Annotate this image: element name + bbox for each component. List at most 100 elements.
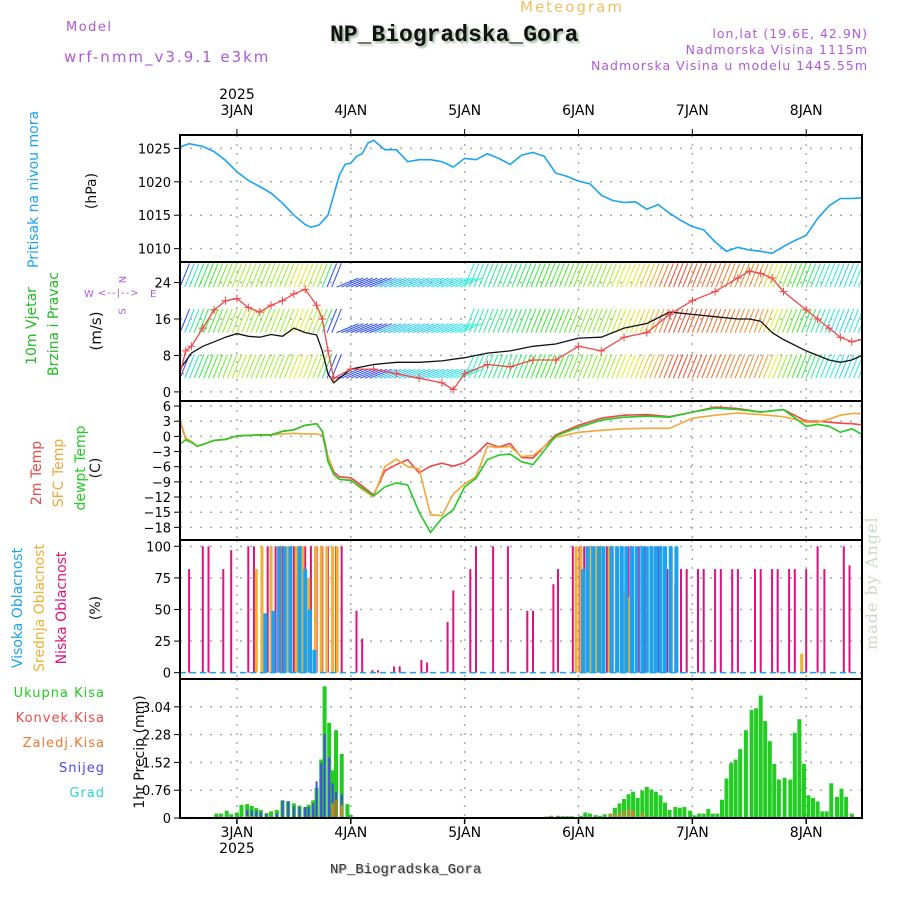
bar-cloud_high (597, 546, 601, 673)
bar-precip_total (677, 807, 682, 818)
plot-area-temperature (180, 406, 862, 534)
wind-arrow (772, 263, 784, 288)
wind-arrow (487, 354, 499, 379)
wind-arrow (857, 367, 862, 379)
wind-arrow (383, 323, 407, 334)
bar-precip_total (697, 813, 702, 818)
bar-cloud_low (222, 569, 225, 673)
bar-cloud_low (377, 670, 380, 673)
bar-precip_total (229, 814, 234, 818)
bar-cloud_high (640, 546, 645, 673)
y-tick-label: 0 (163, 386, 171, 401)
bar-precip_total (345, 804, 350, 818)
bar-precip_total (598, 815, 603, 818)
y-tick-label: −15 (144, 506, 171, 521)
bar-precip_frz (618, 812, 621, 818)
wind-arrow (615, 308, 627, 333)
gust-marker (506, 362, 515, 371)
bar-precip_frz (623, 810, 625, 818)
lonlat-info: lon,lat (19.6E, 42.9N) (712, 26, 868, 41)
wind-arrow (625, 308, 636, 333)
panel-precipitation: 0 0.76 1.52 2.28 3.04 (142, 678, 863, 827)
plot-area-pressure (180, 139, 862, 255)
wind-arrow (729, 263, 741, 288)
bar-snow (265, 813, 268, 818)
bar-precip_frz (613, 813, 616, 818)
wind-arrow (573, 354, 584, 379)
bar-cloud_low (776, 569, 779, 673)
wind-arrow (592, 263, 603, 288)
wind-arrow (687, 354, 698, 379)
bar-snow (298, 807, 301, 818)
wind-arrow (379, 277, 402, 288)
wind-arrow (630, 263, 641, 288)
wind-arrow (601, 263, 613, 288)
wind-arrow (417, 277, 440, 288)
wind-arrow (554, 354, 565, 379)
wind-arrow (426, 368, 449, 379)
bar-cloud_mid (628, 596, 632, 673)
bar-cloud_high (634, 546, 639, 673)
gust-marker (665, 310, 674, 319)
wind-arrow (625, 354, 636, 379)
wind-arrow (777, 308, 788, 333)
wind-arrow (544, 263, 556, 288)
bar-cloud_low (697, 569, 699, 673)
wind-arrow (729, 354, 741, 379)
gust-marker (460, 369, 469, 378)
wind-arrow (559, 308, 570, 333)
wind-arrow (829, 308, 840, 333)
wind-arrow (264, 354, 276, 379)
wind-arrow (364, 323, 388, 334)
wind-arrow (492, 308, 504, 333)
wind-arrow (473, 308, 485, 333)
wind-arrow (236, 354, 247, 379)
wind-arrow (639, 308, 651, 333)
wind-arrow (279, 308, 290, 333)
wind-arrow (597, 308, 608, 333)
bar-precip_total (829, 783, 834, 818)
wind-arrow (601, 354, 613, 379)
bar-cloud_high (282, 546, 287, 673)
wind-arrow (644, 263, 655, 288)
bar-precip_total (782, 777, 787, 818)
wind-arrow (739, 308, 750, 333)
bar-cloud_high (644, 546, 649, 673)
panel-frame (179, 134, 863, 263)
bar-precip_total (688, 810, 693, 818)
wind-arrow (848, 354, 859, 379)
model-label: Model (66, 20, 113, 35)
gust-marker (232, 294, 241, 303)
wind-arrow (279, 263, 290, 288)
wind-arrow (748, 263, 760, 288)
wind-arrow (283, 354, 295, 379)
bar-snow (304, 807, 307, 818)
y-tick-label: −6 (152, 461, 171, 476)
bar-cloud_high (624, 546, 629, 673)
wind-arrow (393, 277, 416, 288)
wind-arrow (307, 308, 319, 333)
wind-arrow (710, 308, 722, 333)
wind-arrow (725, 263, 736, 288)
y-tick-label: 1025 (138, 142, 171, 157)
wind-arrow (440, 323, 464, 334)
wind-arrow (597, 354, 608, 379)
wind-arrow (511, 354, 523, 379)
wind-arrow (345, 323, 369, 334)
bar-cloud_high (668, 546, 673, 673)
wind-arrow (226, 308, 238, 333)
wind-arrow (473, 354, 485, 379)
wind-arrow (203, 263, 214, 288)
bar-precip_total (701, 813, 706, 818)
wind-arrow (326, 308, 338, 333)
wind-arrow (810, 263, 821, 288)
wind-arrow (250, 263, 262, 288)
wind-arrow (293, 263, 304, 288)
wind-arrow (819, 263, 831, 288)
wind-arrow (388, 323, 411, 334)
bar-cloud_low (292, 546, 295, 673)
wind-arrow (217, 354, 228, 379)
bar-cloud_low (247, 546, 250, 673)
wind-arrow (563, 263, 575, 288)
plot-area-precipitation (187, 686, 854, 818)
